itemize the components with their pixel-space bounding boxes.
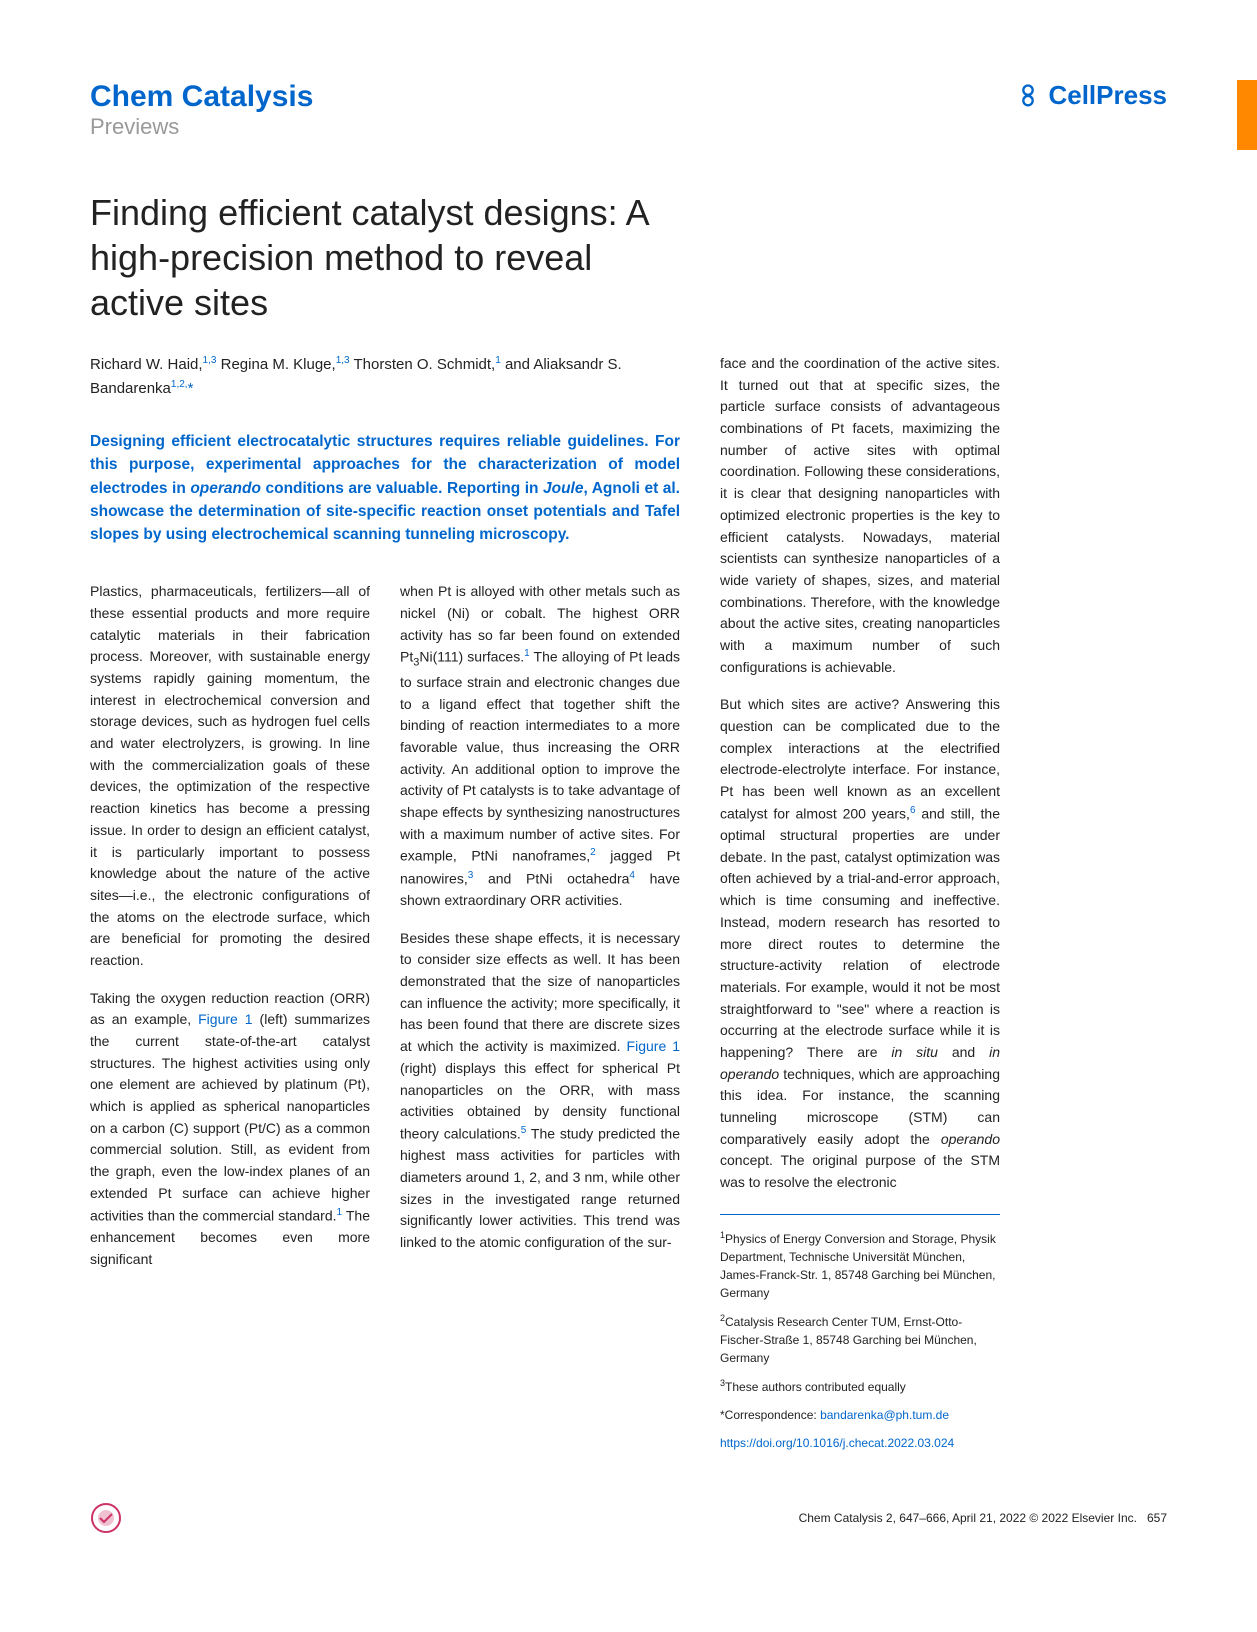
right-column: face and the coordination of the active … — [720, 353, 1000, 1462]
affiliations: 1Physics of Energy Conversion and Storag… — [720, 1214, 1000, 1452]
authors-list: Richard W. Haid,1,3 Regina M. Kluge,1,3 … — [90, 353, 680, 400]
article-title: Finding efficient catalyst designs: A hi… — [90, 190, 650, 325]
affiliation: 2Catalysis Research Center TUM, Ernst-Ot… — [720, 1312, 1000, 1367]
body-columns: Plastics, pharmaceuticals, fertilizers—a… — [90, 581, 680, 1286]
page-marker-tab — [1237, 80, 1257, 150]
abstract: Designing efficient electrocatalytic str… — [90, 430, 680, 546]
footer-citation: Chem Catalysis 2, 647–666, April 21, 202… — [799, 1511, 1167, 1525]
paragraph: face and the coordination of the active … — [720, 353, 1000, 678]
page-footer: Chem Catalysis 2, 647–666, April 21, 202… — [90, 1502, 1167, 1534]
paragraph: But which sites are active? Answering th… — [720, 694, 1000, 1193]
page-header: Chem Catalysis Previews CellPress — [90, 80, 1167, 140]
publisher-logo: CellPress — [1014, 80, 1167, 111]
paragraph: when Pt is alloyed with other metals suc… — [400, 581, 680, 911]
paragraph: Plastics, pharmaceuticals, fertilizers—a… — [90, 581, 370, 971]
doi-link[interactable]: https://doi.org/10.1016/j.checat.2022.03… — [720, 1434, 1000, 1452]
check-updates-badge[interactable] — [90, 1502, 122, 1534]
affiliation: 1Physics of Energy Conversion and Storag… — [720, 1229, 1000, 1302]
main-content: Finding efficient catalyst designs: A hi… — [90, 190, 1167, 1462]
publisher-name: CellPress — [1048, 80, 1167, 111]
affiliation: 3These authors contributed equally — [720, 1377, 1000, 1396]
journal-name: Chem Catalysis — [90, 80, 313, 114]
cellpress-icon — [1014, 82, 1042, 110]
paragraph: Taking the oxygen reduction reaction (OR… — [90, 988, 370, 1271]
body-column-1: Plastics, pharmaceuticals, fertilizers—a… — [90, 581, 370, 1286]
journal-section: Previews — [90, 114, 313, 140]
body-column-2: when Pt is alloyed with other metals suc… — [400, 581, 680, 1286]
journal-block: Chem Catalysis Previews — [90, 80, 313, 140]
correspondence: *Correspondence: bandarenka@ph.tum.de — [720, 1406, 1000, 1424]
paragraph: Besides these shape effects, it is neces… — [400, 928, 680, 1254]
